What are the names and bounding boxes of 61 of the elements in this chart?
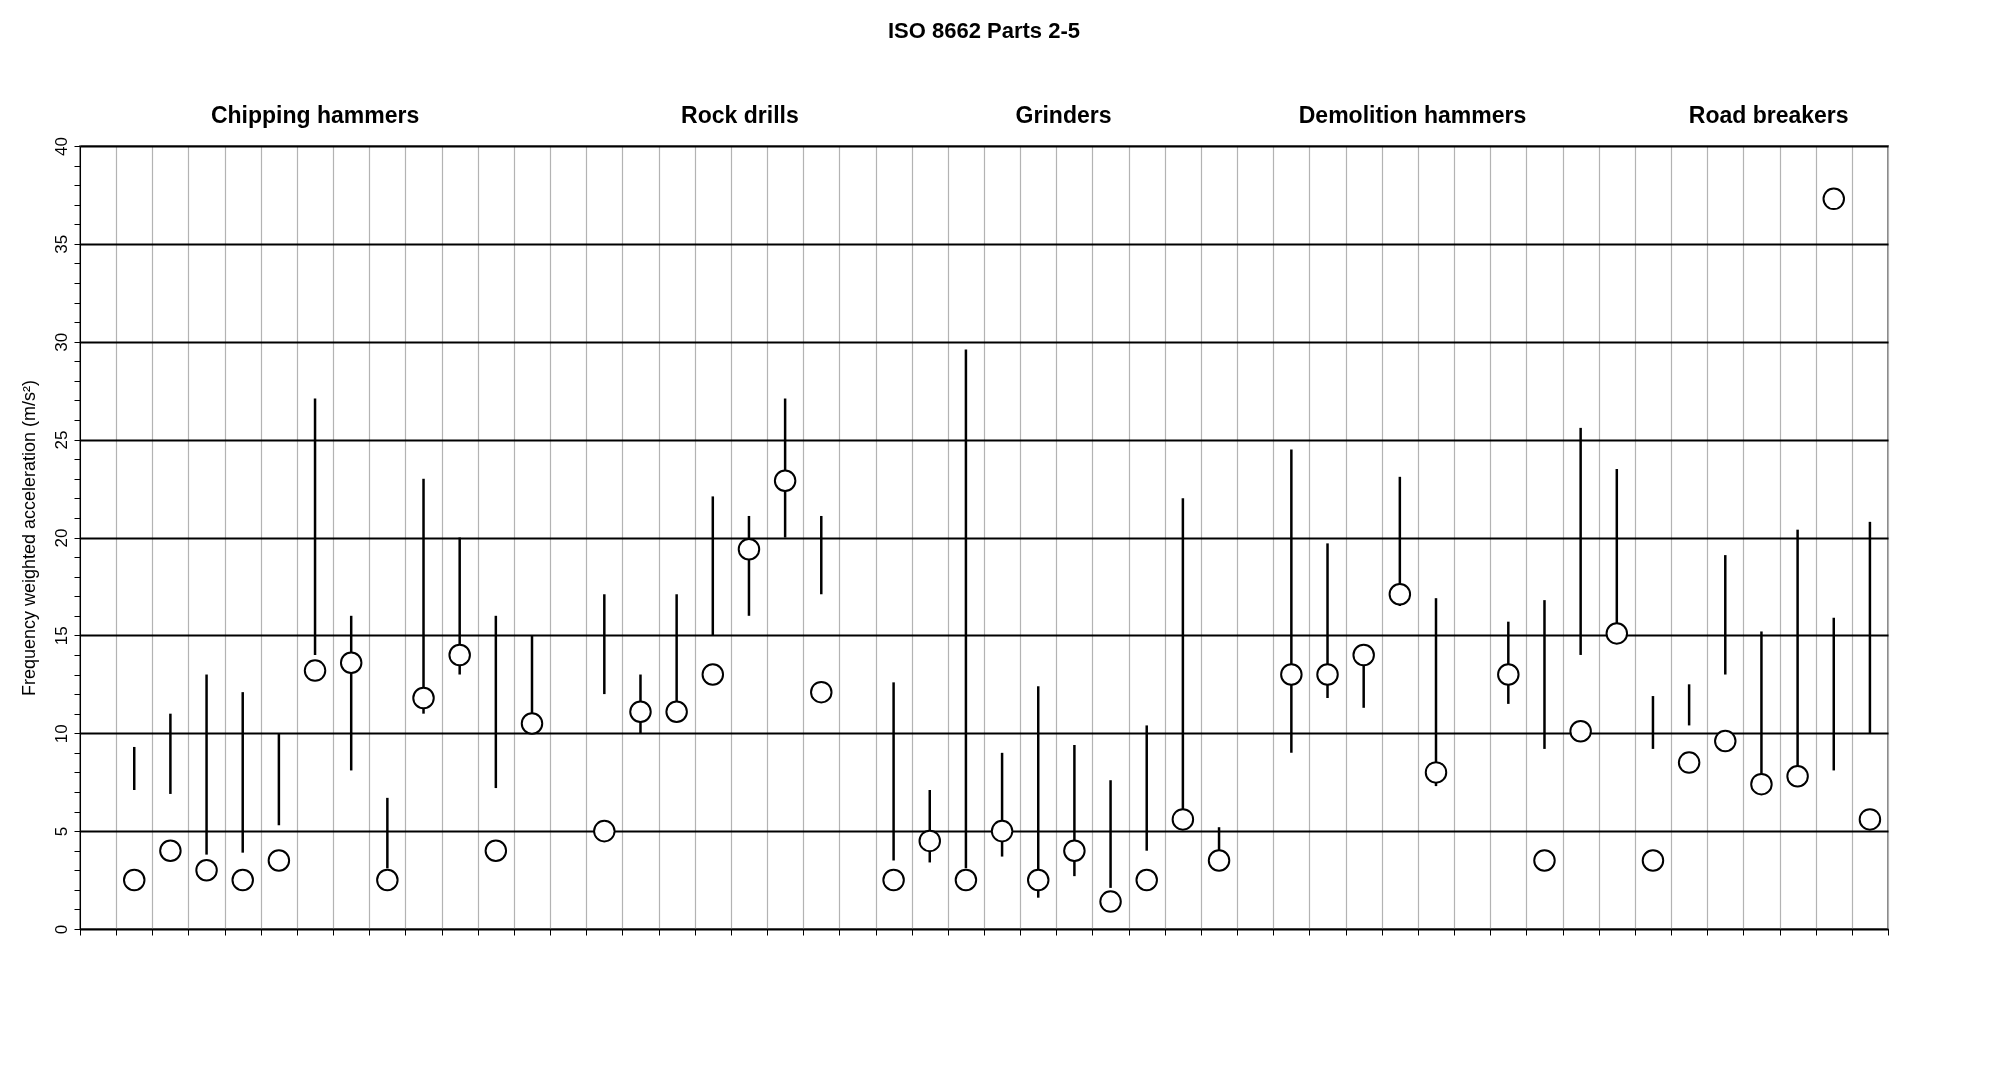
point [990,819,1014,843]
y-tick-label: 0 [51,924,71,935]
point [1099,890,1122,913]
point [629,700,652,723]
point [1135,868,1158,892]
point [1786,765,1809,788]
text: Demolition hammers [1298,102,1527,128]
point [1026,868,1050,892]
point [665,700,688,723]
point [520,712,544,735]
point [484,839,508,862]
text: Rock drills [681,102,799,128]
point [231,868,254,892]
y-tick-label: 20 [51,528,71,548]
chart-title: ISO 8662 Parts 2-5 [887,18,1081,43]
point [810,680,833,704]
point [1280,663,1303,686]
point [1822,187,1846,211]
y-tick-label: 40 [51,137,71,156]
y-tick-label: 10 [51,724,71,744]
y-tick-label: 25 [51,430,71,450]
point [1497,663,1520,686]
point [701,663,725,686]
point [1533,849,1556,872]
point [1207,849,1231,872]
point [1605,622,1629,645]
point [954,868,978,892]
point [159,839,182,862]
point [1316,663,1339,686]
point [412,686,435,710]
point [593,819,616,843]
y-axis-title: Frequency weighted acceleration (m/s²) [18,379,39,697]
point [339,651,363,675]
point [773,469,797,492]
point [1750,772,1773,796]
point [1714,729,1737,753]
text: Road breakers [1688,102,1849,128]
point [376,868,399,892]
point [448,643,471,667]
point [1424,761,1448,784]
y-tick-label: 35 [51,234,71,254]
y-tick-label: 30 [51,332,71,352]
y-tick-label: 15 [51,626,71,646]
point [122,868,146,892]
point [1677,751,1701,774]
point [882,868,905,892]
point [303,659,327,682]
point [1352,643,1375,667]
point [918,829,942,853]
text: Chipping hammers [210,102,420,128]
point [195,859,218,882]
point [1388,583,1412,606]
point [1063,839,1086,862]
point [1569,720,1592,743]
point [267,849,291,872]
text: Grinders [1015,102,1112,128]
point [1171,808,1195,831]
y-tick-label: 5 [51,826,71,837]
point [737,538,761,561]
point [1858,808,1882,831]
point [1641,849,1665,872]
